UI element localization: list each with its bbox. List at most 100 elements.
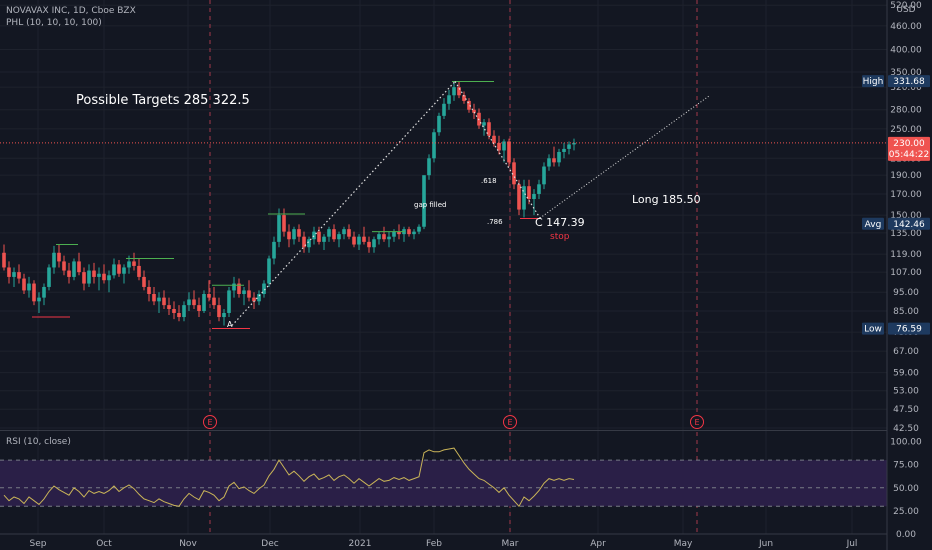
event-marker: E — [503, 415, 517, 429]
candle-body — [382, 234, 386, 240]
candle-body — [407, 229, 411, 235]
candle — [157, 292, 161, 313]
candle — [342, 226, 346, 240]
candle-body — [257, 293, 261, 302]
projection-line — [539, 94, 711, 219]
price-axis[interactable]: 520.00 460.00 400.00 350.00 320.00 280.00 250.… — [862, 0, 932, 550]
time-tick-label: Jul — [846, 539, 858, 549]
event-marker-circle — [203, 415, 217, 429]
symbol-title[interactable]: NOVAVAX INC, 1D, Cboe BZX — [6, 6, 136, 16]
candle — [447, 89, 451, 110]
candle — [417, 224, 421, 235]
candle — [287, 224, 291, 248]
candle — [377, 231, 381, 245]
candle-body — [337, 234, 341, 240]
candle-body — [2, 252, 6, 268]
rsi-tick-label: 25.00 — [893, 507, 919, 517]
candle-body — [207, 293, 211, 298]
candle — [362, 226, 366, 245]
candle-body — [287, 231, 291, 240]
candle-body — [282, 215, 286, 232]
candle — [407, 226, 411, 237]
candle-body — [552, 158, 556, 163]
avg-tag-label-box — [862, 217, 884, 230]
trend-drawings — [0, 81, 887, 326]
candle-body — [492, 135, 496, 143]
candle — [557, 148, 561, 167]
rsi-title[interactable]: RSI (10, close) — [6, 437, 71, 447]
candle — [67, 262, 71, 284]
rsi-axis[interactable]: 100.00 75.00 50.00 25.00 0.00 — [890, 438, 922, 540]
price-tick-label: 95.00 — [893, 288, 919, 298]
candle-body — [177, 312, 181, 318]
candle-body — [227, 290, 231, 313]
candle — [297, 224, 301, 242]
indicator-label[interactable]: PHL (10, 10, 10, 100) — [6, 18, 102, 28]
candle-body — [537, 184, 541, 194]
candle — [277, 208, 281, 248]
candle — [517, 179, 521, 216]
price-tick-label: 170.00 — [890, 190, 922, 200]
candle-body — [332, 229, 336, 240]
low-tag-label: Low — [864, 325, 882, 335]
candle-body — [132, 261, 136, 266]
candle — [82, 267, 86, 291]
candle-body — [52, 252, 56, 268]
candle — [177, 305, 181, 322]
candle-body — [482, 122, 486, 126]
candle-body — [427, 158, 431, 176]
event-marker-letter: E — [694, 418, 699, 427]
candle — [142, 270, 146, 291]
candle — [112, 258, 116, 279]
candle-body — [127, 261, 131, 268]
price-tick-label: 400.00 — [890, 46, 922, 56]
time-tick-label: Feb — [426, 539, 442, 549]
trend-a-to-b — [231, 81, 456, 326]
candle — [332, 224, 336, 242]
candle-body — [167, 305, 171, 310]
price-tick-label: 190.00 — [890, 171, 922, 181]
rsi-tick-label: 100.00 — [890, 438, 922, 448]
candle-body — [77, 261, 81, 273]
candle — [382, 226, 386, 242]
candle — [202, 290, 206, 313]
candle — [162, 290, 166, 310]
current-price-value: 230.00 — [893, 139, 925, 149]
candle-body — [117, 264, 121, 274]
candle-body — [452, 87, 456, 96]
candle-body — [392, 231, 396, 237]
candle — [12, 267, 16, 287]
candle — [222, 309, 226, 326]
time-tick-label: Mar — [502, 539, 519, 549]
candle-body — [22, 278, 26, 291]
time-axis[interactable]: Sep Oct Nov Dec 2021 Feb Mar Apr May Jun Jul — [0, 533, 887, 549]
candle — [302, 231, 306, 253]
candle — [367, 236, 371, 253]
price-tick-label: 250.00 — [890, 125, 922, 135]
candle-body — [507, 141, 511, 163]
candle-body — [267, 258, 271, 284]
candle-body — [572, 142, 576, 145]
candle — [172, 301, 176, 320]
candle — [42, 283, 46, 306]
high-tag-value-box — [888, 75, 930, 88]
candle-body — [162, 297, 166, 306]
candle-body — [462, 95, 466, 101]
high-tag: High 331.68 — [862, 75, 930, 88]
candle-body — [62, 261, 66, 271]
candle-body — [277, 215, 281, 242]
current-price-box — [888, 136, 930, 161]
candle — [357, 234, 361, 250]
candle — [422, 175, 426, 230]
low-tag-value-box — [888, 322, 930, 335]
candle-body — [547, 158, 551, 167]
candle — [262, 280, 266, 298]
candle-body — [57, 252, 61, 262]
candle — [237, 278, 241, 298]
candle-body — [92, 270, 96, 277]
candle — [327, 226, 331, 242]
candle-body — [557, 151, 561, 163]
